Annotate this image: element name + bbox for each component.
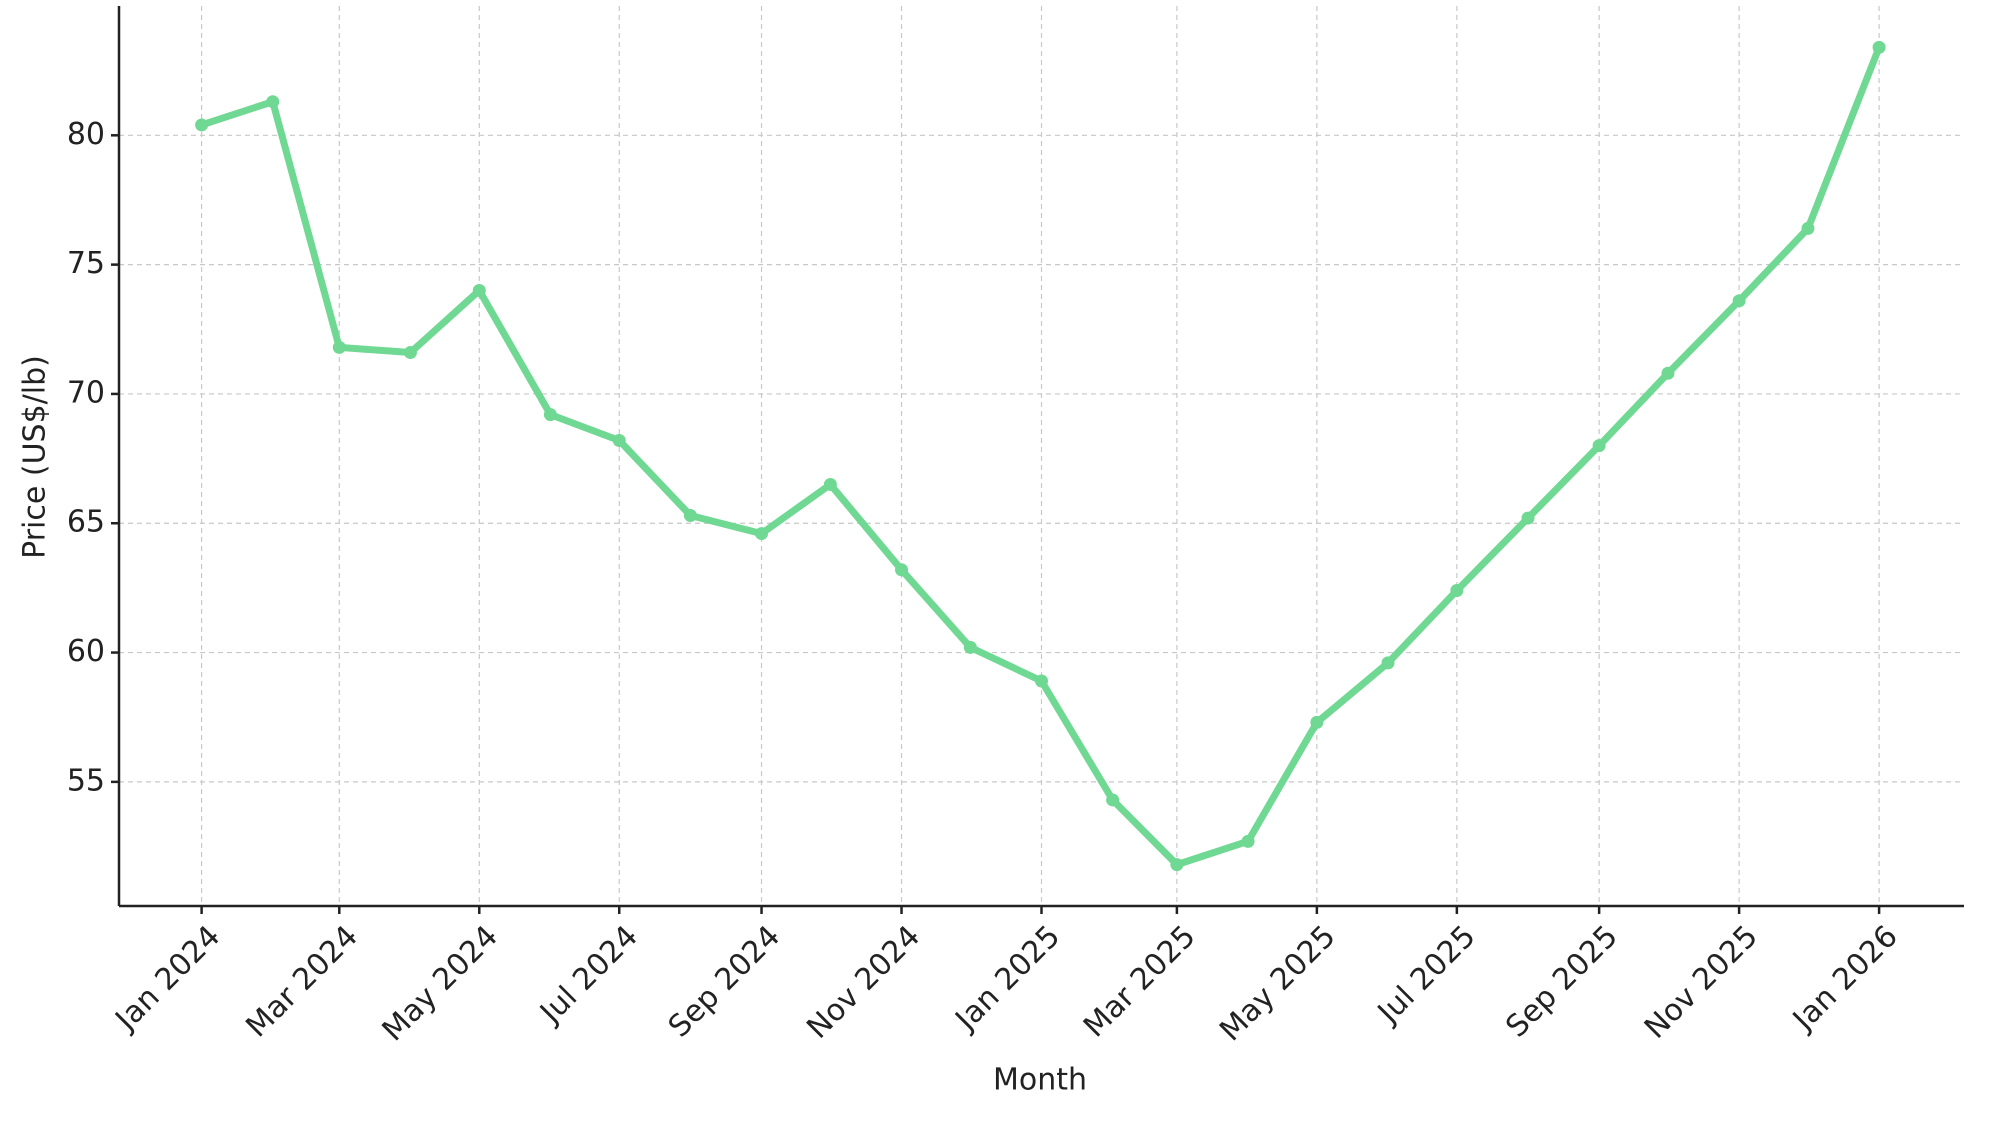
point — [472, 283, 486, 297]
line — [198, 43, 1883, 869]
x-tick-label: Mar 2025 — [1077, 919, 1203, 1045]
y-tick-label: 65 — [67, 505, 105, 540]
x-tick-label: Mar 2024 — [239, 919, 365, 1045]
point — [1732, 294, 1746, 308]
point — [266, 95, 280, 109]
point — [1661, 366, 1675, 380]
x-axis-label: Month — [993, 1063, 1087, 1098]
y-tick-label: 70 — [67, 375, 105, 410]
x-tick-label: Sep 2024 — [662, 919, 787, 1044]
point — [963, 640, 977, 654]
x-tick-label: Sep 2025 — [1499, 919, 1624, 1044]
x-tick-label: Jul 2024 — [532, 919, 644, 1031]
x-tick-label: Jan 2025 — [948, 919, 1068, 1039]
x-tick-label: Jan 2026 — [1785, 919, 1905, 1039]
y-axis-label: Price (US$/lb) — [18, 355, 53, 559]
point — [1450, 583, 1464, 597]
point — [1801, 221, 1815, 235]
x-tick-label: May 2024 — [376, 919, 505, 1048]
point — [403, 346, 417, 360]
point — [895, 563, 909, 577]
point — [1241, 834, 1255, 848]
x-tick-label: May 2025 — [1213, 919, 1342, 1048]
point — [1170, 858, 1184, 872]
point — [1592, 439, 1606, 453]
point — [683, 508, 697, 522]
point — [1521, 511, 1535, 525]
x-tick-label: Nov 2024 — [800, 919, 927, 1046]
y-tick-label: 60 — [67, 634, 105, 669]
x-tick-label: Jul 2025 — [1370, 919, 1482, 1031]
y-tick-label: 75 — [67, 246, 105, 281]
point — [1035, 674, 1048, 688]
point — [823, 477, 837, 491]
point — [332, 340, 346, 354]
point — [1381, 656, 1395, 670]
point — [612, 433, 626, 447]
point — [1872, 40, 1886, 54]
y-tick-label: 55 — [67, 763, 105, 798]
x-tick-label: Nov 2025 — [1638, 919, 1765, 1046]
point — [1106, 793, 1120, 807]
x-tick-label: Jan 2024 — [108, 919, 228, 1039]
point — [755, 527, 769, 541]
point — [195, 118, 209, 132]
point — [1310, 715, 1324, 729]
point — [543, 408, 557, 422]
y-tick-label: 80 — [67, 117, 105, 152]
